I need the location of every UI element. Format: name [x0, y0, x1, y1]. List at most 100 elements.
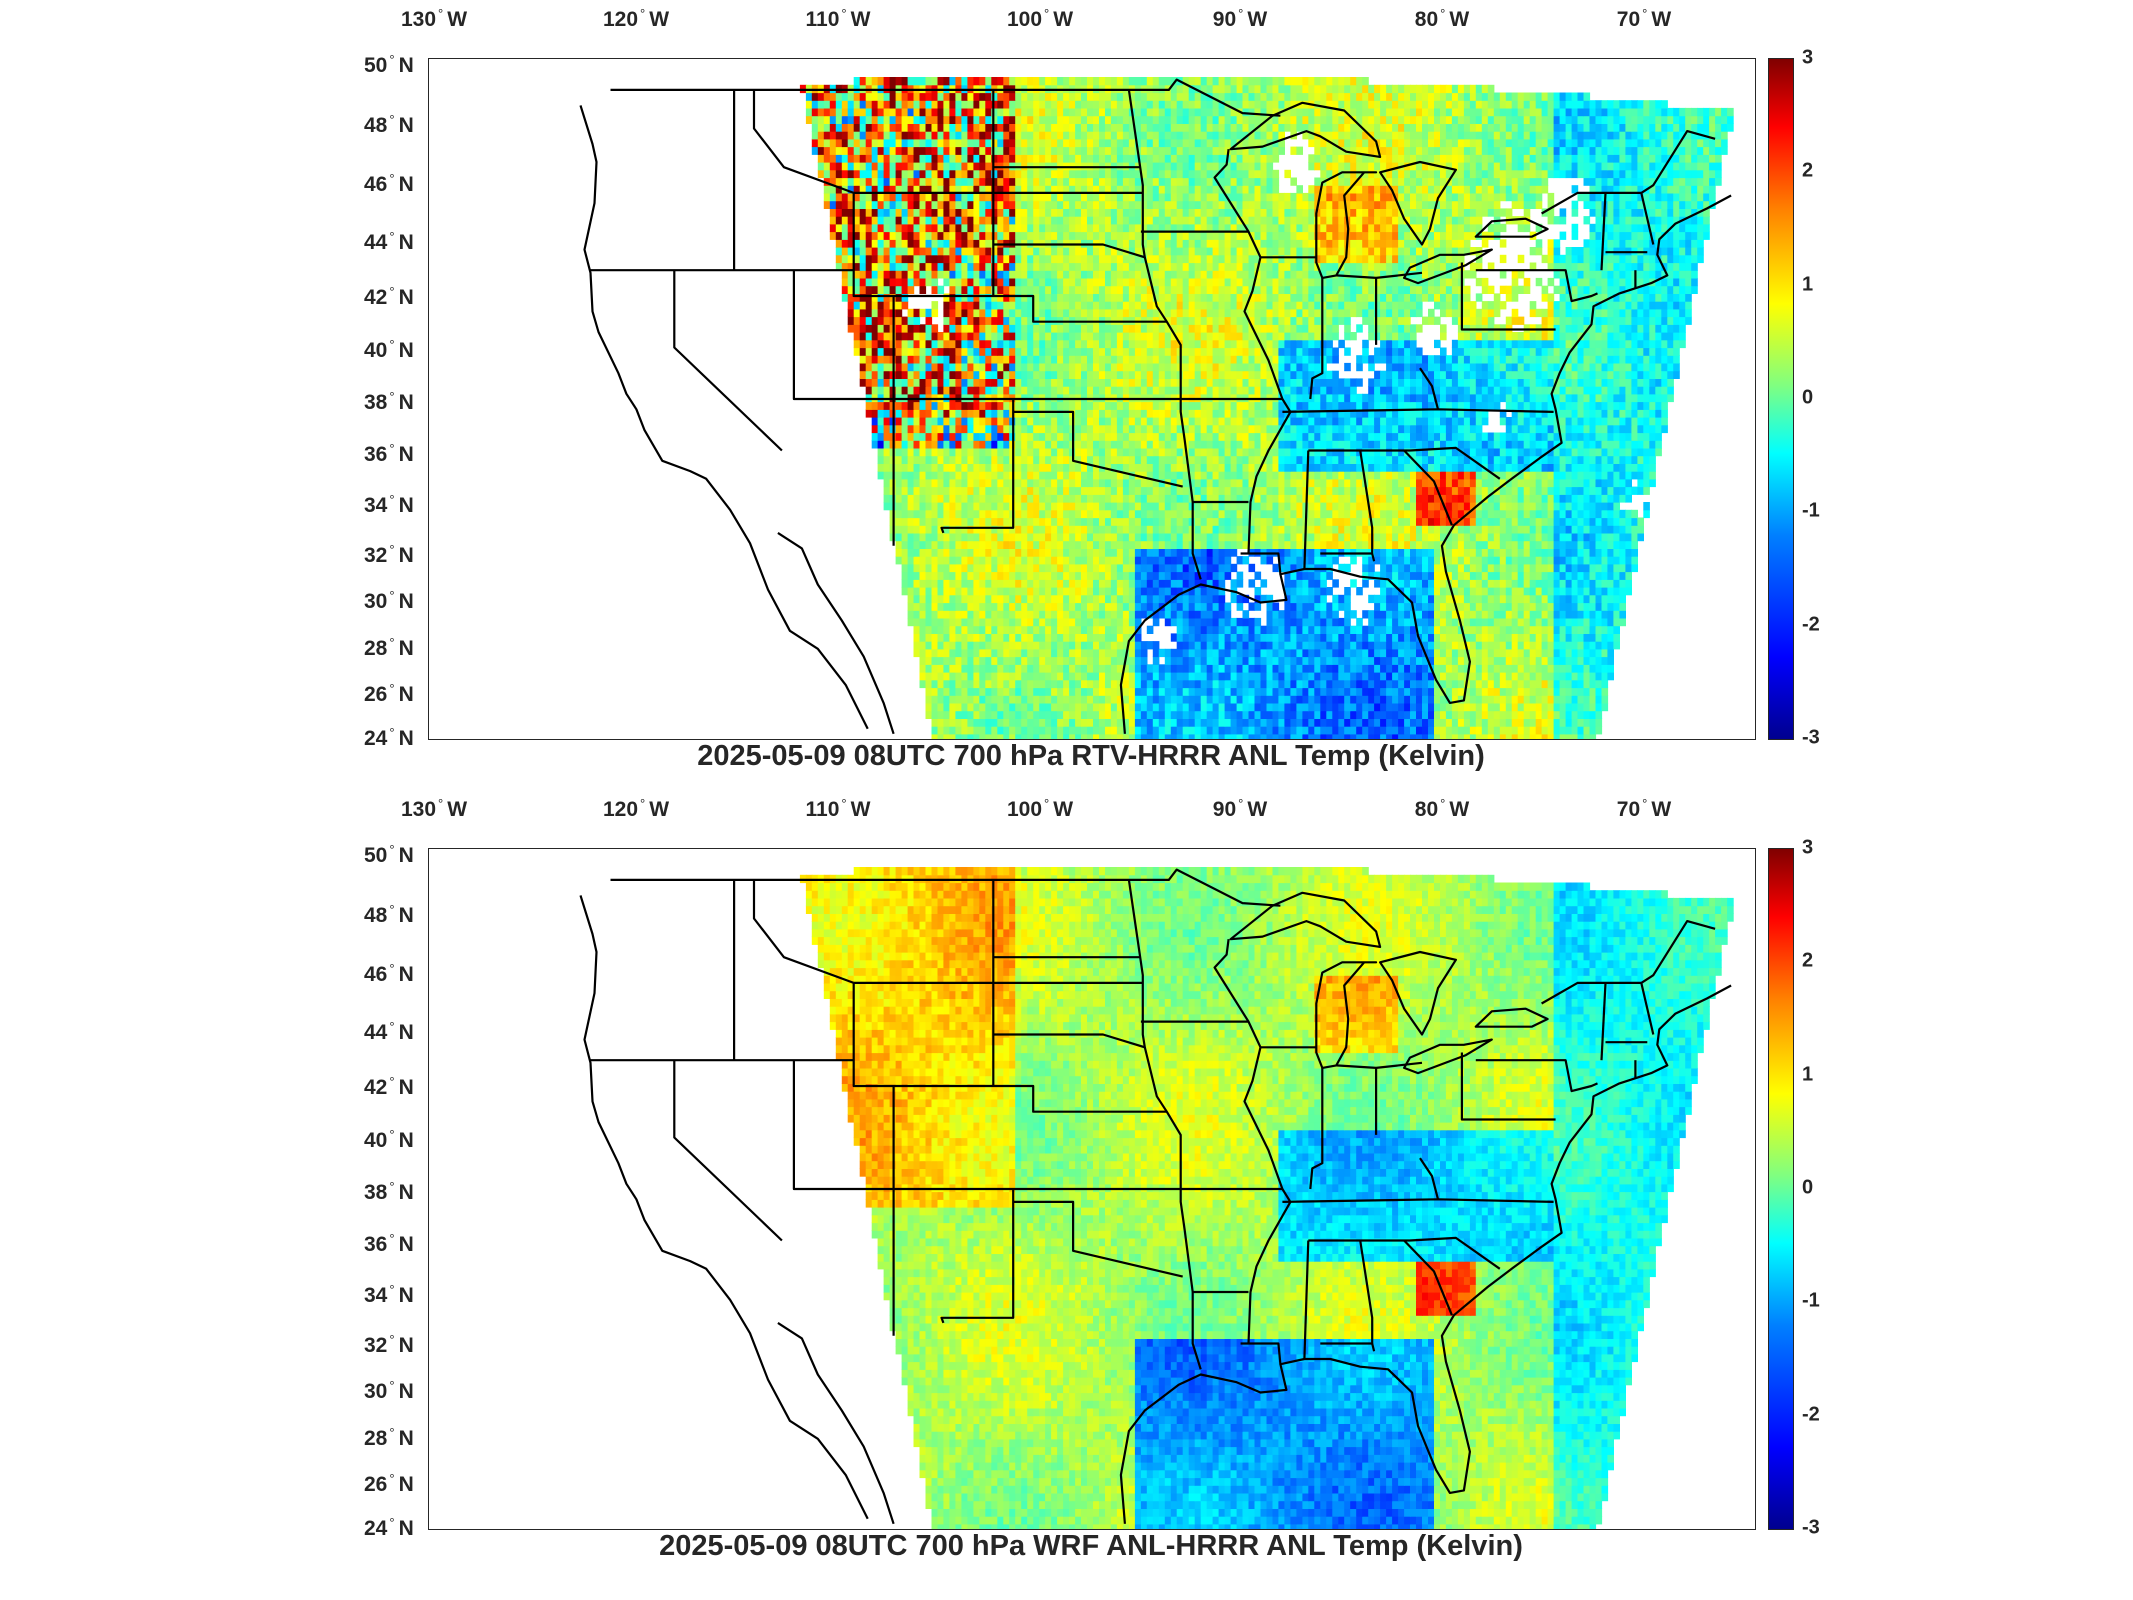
- lat-tick-hemi: N: [399, 1380, 414, 1403]
- colorbar-tick-label: 1: [1802, 273, 1813, 296]
- lat-tick-deg: 50: [364, 844, 387, 867]
- coastline-pacific: [579, 895, 869, 1520]
- lat-tick-deg: 44: [364, 231, 387, 254]
- lat-tick-label: 24 ° N: [364, 1515, 414, 1541]
- state-boundary: [1403, 449, 1453, 526]
- state-boundary: [1308, 1236, 1501, 1270]
- lon-tick-label: 80 ° W: [1415, 796, 1469, 822]
- lon-tick-hemi: W: [649, 798, 669, 821]
- lat-tick-hemi: N: [399, 231, 414, 254]
- great-lake-outline: [1379, 950, 1457, 1036]
- great-lake-outline: [1229, 101, 1382, 158]
- lon-tick-deg: 130: [401, 798, 436, 821]
- lat-tick-hemi: N: [399, 1233, 414, 1256]
- lat-tick-label: 40 ° N: [364, 1127, 414, 1153]
- degree-sign: °: [640, 796, 645, 811]
- degree-sign: °: [1044, 6, 1049, 21]
- lat-tick-hemi: N: [399, 590, 414, 613]
- lat-tick-deg: 36: [364, 443, 387, 466]
- lat-tick-hemi: N: [399, 1181, 414, 1204]
- lat-tick-label: 26 ° N: [364, 681, 414, 707]
- lon-tick-hemi: W: [1449, 798, 1469, 821]
- lon-tick-label: 70 ° W: [1617, 6, 1671, 32]
- lon-tick-deg: 70: [1617, 8, 1640, 31]
- degree-sign: °: [1642, 6, 1647, 21]
- lon-tick-hemi: W: [447, 798, 467, 821]
- map-plot-area: [428, 58, 1756, 740]
- degree-sign: °: [389, 1179, 394, 1194]
- state-boundary: [752, 89, 855, 194]
- lat-tick-deg: 26: [364, 683, 387, 706]
- lat-tick-hemi: N: [399, 1076, 414, 1099]
- degree-sign: °: [1238, 6, 1243, 21]
- lon-tick-hemi: W: [1651, 8, 1671, 31]
- degree-sign: °: [389, 1471, 394, 1486]
- lat-tick-label: 28 ° N: [364, 1425, 414, 1451]
- lon-tick-deg: 110: [806, 8, 840, 31]
- degree-sign: °: [389, 961, 394, 976]
- state-boundary: [1013, 410, 1183, 488]
- state-boundary: [1600, 192, 1607, 271]
- lat-tick-deg: 34: [364, 494, 387, 517]
- temperature-anomaly-field: [799, 77, 1734, 739]
- state-boundary: [1309, 277, 1324, 400]
- lon-tick-label: 90 ° W: [1213, 796, 1267, 822]
- degree-sign: °: [841, 796, 846, 811]
- lat-tick-deg: 40: [364, 1129, 387, 1152]
- lat-tick-hemi: N: [399, 1284, 414, 1307]
- state-boundary: [852, 192, 1167, 323]
- lat-tick-label: 24 ° N: [364, 725, 414, 751]
- lat-tick-hemi: N: [399, 173, 414, 196]
- lat-tick-deg: 40: [364, 339, 387, 362]
- state-boundary: [752, 879, 855, 984]
- lat-tick-deg: 46: [364, 963, 387, 986]
- lat-tick-hemi: N: [399, 1427, 414, 1450]
- degree-sign: °: [389, 52, 394, 67]
- great-lake-outline: [1315, 961, 1378, 1069]
- degree-sign: °: [640, 6, 645, 21]
- geographic-boundaries: [579, 78, 1732, 735]
- map-panel-rtv: 130 ° W 120 ° W 110 ° W 100 ° W 90 ° W 80 ° W 70 ° W 50 ° N 48 ° N…: [0, 0, 2133, 790]
- lat-tick-deg: 28: [364, 637, 387, 660]
- lat-tick-deg: 50: [364, 54, 387, 77]
- map-canvas: [579, 77, 1734, 739]
- colorbar-tick-label: -1: [1802, 500, 1820, 523]
- lon-tick-deg: 130: [401, 8, 436, 31]
- lat-tick-hemi: N: [399, 904, 414, 927]
- lat-tick-label: 32 ° N: [364, 542, 414, 568]
- lat-tick-label: 26 ° N: [364, 1471, 414, 1497]
- great-lake-outline: [1474, 1007, 1549, 1028]
- state-boundary: [1640, 192, 1655, 245]
- lat-tick-label: 50 ° N: [364, 842, 414, 868]
- lat-tick-deg: 48: [364, 114, 387, 137]
- map-canvas: [579, 867, 1734, 1529]
- border-canada: [610, 78, 1281, 117]
- degree-sign: °: [389, 542, 394, 557]
- lon-tick-label: 120 ° W: [603, 6, 669, 32]
- degree-sign: °: [389, 171, 394, 186]
- lat-tick-deg: 28: [364, 1427, 387, 1450]
- degree-sign: °: [389, 1282, 394, 1297]
- lat-tick-label: 38 ° N: [364, 1179, 414, 1205]
- state-boundary: [1282, 1198, 1554, 1203]
- degree-sign: °: [389, 588, 394, 603]
- lat-tick-hemi: N: [399, 1129, 414, 1152]
- lon-tick-deg: 100: [1007, 8, 1042, 31]
- colorbar-tick-label: -2: [1802, 1403, 1820, 1426]
- state-boundary: [1403, 1239, 1453, 1316]
- coastline-gulf-of-california: [777, 531, 895, 735]
- state-boundary: [673, 270, 783, 452]
- lat-tick-deg: 38: [364, 391, 387, 414]
- lat-tick-deg: 42: [364, 1076, 387, 1099]
- lat-tick-deg: 36: [364, 1233, 387, 1256]
- lon-tick-hemi: W: [1247, 798, 1267, 821]
- lon-tick-deg: 120: [603, 8, 638, 31]
- lat-tick-label: 30 ° N: [364, 588, 414, 614]
- state-boundary: [1460, 262, 1556, 331]
- map-title: 2025-05-09 08UTC 700 hPa WRF ANL-HRRR AN…: [428, 1530, 1754, 1563]
- lat-tick-label: 48 ° N: [364, 112, 414, 138]
- degree-sign: °: [389, 725, 394, 740]
- degree-sign: °: [389, 441, 394, 456]
- lat-tick-deg: 34: [364, 1284, 387, 1307]
- lat-tick-label: 44 ° N: [364, 229, 414, 255]
